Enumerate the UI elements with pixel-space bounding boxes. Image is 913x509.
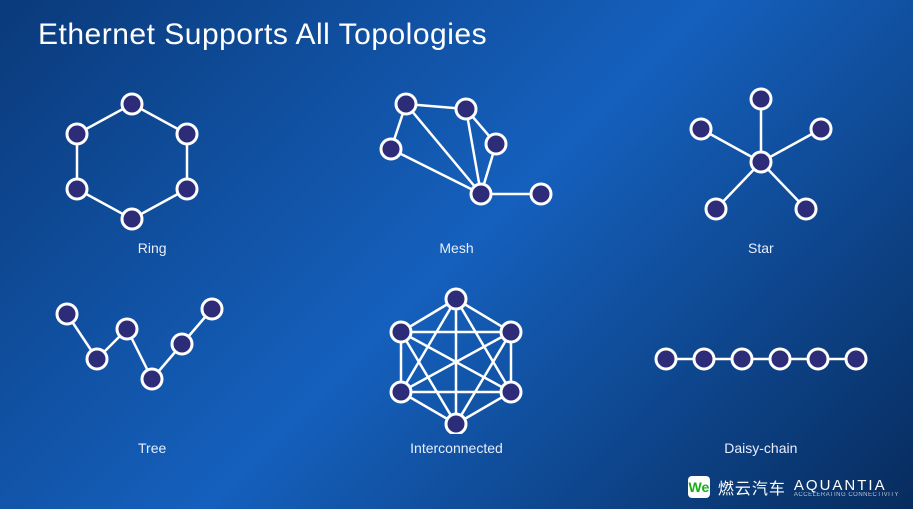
node [811,119,831,139]
topology-tree: Tree [0,270,304,470]
node [142,369,162,389]
brand-cn: 燃云汽车 [718,475,786,499]
node [117,319,137,339]
node [122,94,142,114]
node [531,184,551,204]
node [796,199,816,219]
topology-mesh: Mesh [304,70,608,270]
node [57,304,77,324]
node [694,349,714,369]
node [396,94,416,114]
brand-tagline: ACCELERATING CONNECTIVITY [794,492,899,498]
node [177,179,197,199]
node [446,414,466,434]
topology-grid: Ring Mesh Star Tree Interconnected Daisy-chai… [0,70,913,470]
node [501,322,521,342]
topology-star: Star [609,70,913,270]
diagram [32,84,272,234]
footer: We 燃云汽车 AQUANTIA ACCELERATING CONNECTIVI… [688,475,899,499]
node [122,209,142,229]
node [770,349,790,369]
node [706,199,726,219]
node [732,349,752,369]
node [391,322,411,342]
wechat-icon: We [688,476,710,498]
node [381,139,401,159]
caption: Ring [138,240,167,256]
node [446,289,466,309]
diagram [336,284,576,434]
edge [466,109,481,194]
diagram [641,284,881,434]
caption: Tree [138,440,166,456]
node [751,89,771,109]
node [172,334,192,354]
node [751,152,771,172]
node [691,119,711,139]
node [501,382,521,402]
caption: Daisy-chain [724,440,797,456]
node [202,299,222,319]
node [87,349,107,369]
edge [391,149,481,194]
topology-interconnected: Interconnected [304,270,608,470]
node [67,179,87,199]
brand-block: AQUANTIA ACCELERATING CONNECTIVITY [794,477,899,498]
caption: Interconnected [410,440,503,456]
node [656,349,676,369]
topology-ring: Ring [0,70,304,270]
node [456,99,476,119]
node [808,349,828,369]
caption: Star [748,240,774,256]
node [846,349,866,369]
node [67,124,87,144]
page-title: Ethernet Supports All Topologies [38,18,487,52]
topology-daisy-chain: Daisy-chain [609,270,913,470]
node [177,124,197,144]
diagram [336,84,576,234]
node [391,382,411,402]
caption: Mesh [439,240,473,256]
diagram [32,284,272,434]
node [471,184,491,204]
node [486,134,506,154]
diagram [641,84,881,234]
